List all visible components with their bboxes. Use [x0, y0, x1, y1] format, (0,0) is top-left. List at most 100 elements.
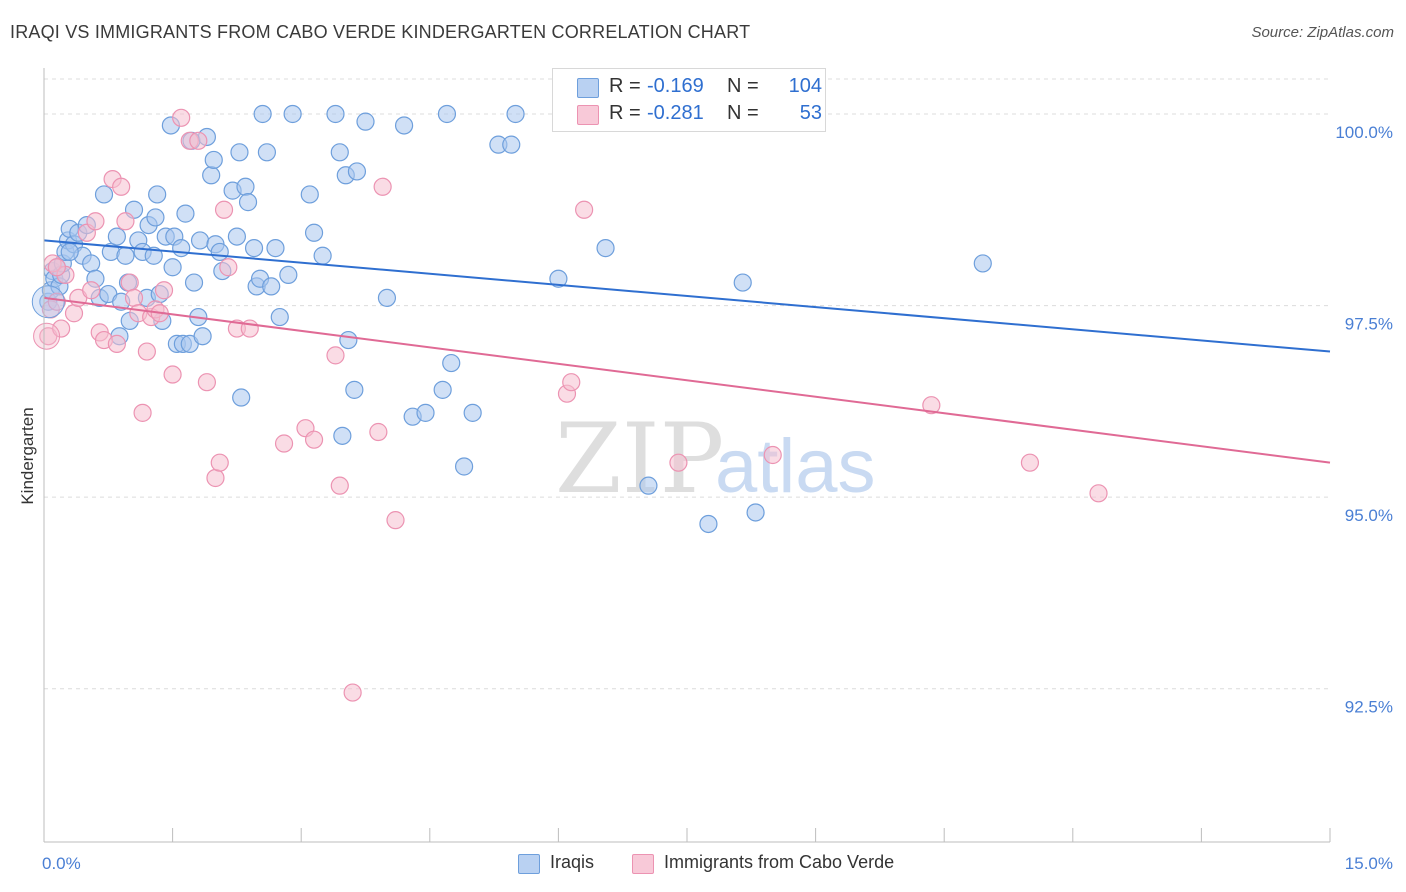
iraqis-point [502, 135, 521, 154]
legend-swatch-pink [577, 105, 599, 125]
iraqis-point [116, 246, 135, 265]
iraqis-point [433, 380, 452, 399]
iraqis-point [313, 246, 332, 265]
series-legend: Iraqis Immigrants from Cabo Verde [0, 852, 1406, 878]
y-tick-label: 92.5% [1345, 698, 1393, 717]
iraqis-point [253, 104, 272, 124]
iraqis-point [172, 238, 191, 258]
cabo-verde-point [219, 258, 238, 277]
iraqis-point [506, 104, 525, 124]
cabo-verde-point [304, 430, 324, 449]
iraqis-point [144, 246, 163, 265]
cabo-verde-point [172, 108, 191, 127]
cabo-verde-point [343, 683, 362, 702]
cabo-verde-point [116, 212, 135, 231]
iraqis-point [244, 238, 264, 258]
iraqis-point [202, 166, 221, 185]
iraqis-point [699, 514, 718, 534]
iraqis-trend-line [43, 239, 1331, 353]
cabo-verde-point [137, 342, 156, 361]
cabo-verde-point [330, 476, 349, 495]
iraqis-point [973, 254, 992, 273]
grid-layer [44, 78, 1330, 690]
cabo-verde-point [163, 365, 182, 384]
iraqis-point [356, 112, 375, 131]
iraqis-point [236, 177, 255, 196]
legend-label-iraqis: Iraqis [550, 852, 595, 872]
iraqis-point [227, 227, 246, 246]
iraqis-point [204, 150, 223, 170]
legend-swatch-blue [577, 78, 599, 98]
iraqis-point [394, 116, 414, 135]
iraqis-point [437, 104, 457, 124]
iraqis-point [746, 503, 765, 522]
legend-r-value: -0.281 [647, 102, 704, 124]
iraqis-point [60, 242, 79, 262]
cabo-verde-trend-line [43, 296, 1331, 464]
iraqis-point [733, 273, 752, 292]
legend-swatch-blue [518, 854, 540, 874]
iraqis-point [94, 185, 114, 204]
legend-r-label: R = [609, 102, 641, 124]
iraqis-point [300, 185, 319, 204]
cabo-verde-point [369, 422, 388, 442]
cabo-verde-point [206, 468, 225, 488]
legend-n-label: N = [727, 75, 759, 97]
cabo-verde-point [52, 319, 71, 338]
legend-label-cabo-verde: Immigrants from Cabo Verde [664, 852, 895, 872]
iraqis-point [596, 238, 615, 258]
legend-n-value: 104 [788, 75, 822, 97]
iraqis-point [279, 265, 298, 285]
iraqis-point [210, 242, 229, 262]
points-layer [31, 104, 1108, 702]
legend-r-value: -0.169 [647, 75, 704, 97]
cabo-verde-point [1089, 484, 1108, 503]
y-tick-label: 97.5% [1345, 315, 1393, 334]
iraqis-point [347, 162, 367, 181]
cabo-verde-point [82, 281, 101, 300]
y-tick-label: 100.0% [1335, 123, 1393, 142]
iraqis-point [230, 143, 249, 162]
watermark: ZIP atlas [555, 403, 876, 515]
iraqis-point [330, 143, 349, 162]
cabo-verde-point [326, 346, 345, 365]
iraqis-point [463, 403, 482, 422]
cabo-verde-point [386, 511, 405, 530]
axis-layer: 92.5% 95.0% 97.5% 100.0% 0.0% 15.0% [42, 68, 1393, 873]
cabo-verde-point [197, 373, 216, 392]
legend-r-label: R = [609, 75, 641, 97]
cabo-verde-point [154, 281, 174, 300]
iraqis-point [163, 258, 182, 277]
cabo-verde-point [107, 334, 126, 353]
legend-n-value: 53 [799, 102, 822, 124]
cabo-verde-point [112, 177, 131, 196]
cabo-verde-point [922, 396, 941, 415]
iraqis-point [82, 254, 101, 273]
iraqis-point [270, 307, 289, 327]
iraqis-point [107, 227, 126, 246]
cabo-verde-point [47, 258, 66, 277]
iraqis-point [326, 104, 345, 124]
cabo-verde-point [189, 131, 208, 150]
cabo-verde-point [562, 373, 581, 392]
cabo-verde-point [1020, 453, 1040, 472]
iraqis-point [442, 353, 461, 373]
watermark-atlas: atlas [715, 424, 876, 509]
cabo-verde-point [373, 177, 392, 196]
y-tick-label: 95.0% [1345, 506, 1393, 525]
legend-swatch-pink [632, 854, 654, 874]
iraqis-point [262, 277, 281, 296]
cabo-verde-point [120, 273, 139, 292]
iraqis-point [549, 269, 568, 288]
iraqis-point [454, 457, 474, 476]
iraqis-point [377, 288, 397, 308]
iraqis-point [31, 285, 65, 319]
iraqis-point [333, 426, 352, 445]
iraqis-point [266, 238, 285, 258]
iraqis-point [257, 143, 277, 162]
x-tick-label: 15.0% [1345, 854, 1393, 873]
cabo-verde-point [64, 304, 84, 323]
iraqis-point [339, 330, 358, 350]
cabo-verde-point [47, 292, 66, 311]
